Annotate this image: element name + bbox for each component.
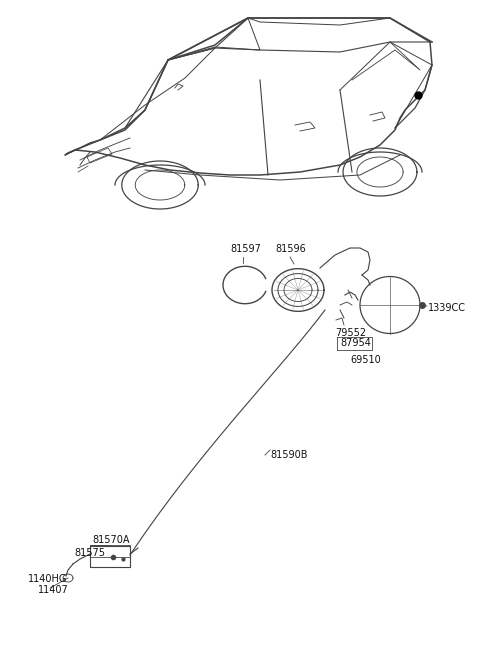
Text: 1140HG: 1140HG — [28, 574, 67, 584]
Text: 11407: 11407 — [38, 585, 69, 595]
Text: 1339CC: 1339CC — [428, 303, 466, 313]
Text: 81596: 81596 — [275, 244, 306, 254]
Text: 81570A: 81570A — [92, 535, 130, 545]
Text: 87954: 87954 — [340, 338, 371, 348]
Text: 81597: 81597 — [230, 244, 261, 254]
Text: 79552: 79552 — [335, 328, 366, 338]
Text: 81575: 81575 — [74, 548, 105, 558]
Text: 81590B: 81590B — [270, 450, 308, 460]
Text: 69510: 69510 — [350, 355, 381, 365]
